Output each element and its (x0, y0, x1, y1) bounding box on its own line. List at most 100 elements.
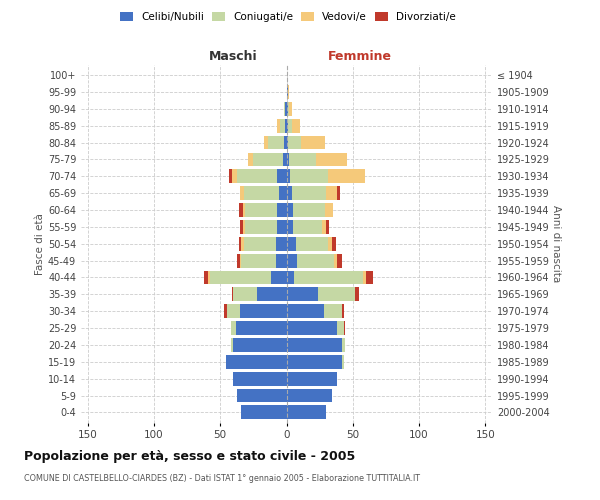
Bar (253, 152, 283, 166)
Bar (287, 254, 297, 268)
Bar (277, 203, 287, 217)
Bar (293, 220, 322, 234)
Bar (236, 321, 287, 335)
Bar (297, 254, 334, 268)
Bar (240, 186, 244, 200)
Bar (287, 406, 326, 419)
Bar (322, 220, 326, 234)
Bar (342, 338, 345, 352)
Text: Femmine: Femmine (328, 50, 391, 64)
Bar (337, 254, 342, 268)
Bar (240, 254, 241, 268)
Bar (239, 237, 241, 250)
Bar (364, 270, 366, 284)
Bar (355, 288, 359, 302)
Bar (292, 119, 300, 132)
Bar (287, 136, 288, 149)
Bar (245, 203, 277, 217)
Bar (287, 270, 295, 284)
Bar (295, 270, 364, 284)
Bar (248, 152, 253, 166)
Bar (325, 203, 333, 217)
Bar (277, 220, 287, 234)
Legend: Celibi/Nubili, Coniugati/e, Vedovi/e, Divorziati/e: Celibi/Nubili, Coniugati/e, Vedovi/e, Di… (116, 8, 460, 26)
Bar (231, 321, 236, 335)
Bar (280, 119, 285, 132)
Bar (268, 136, 284, 149)
Bar (287, 102, 288, 116)
Bar (288, 119, 292, 132)
Bar (287, 355, 342, 368)
Bar (233, 338, 287, 352)
Bar (271, 270, 287, 284)
Bar (243, 203, 245, 217)
Bar (226, 355, 287, 368)
Bar (326, 220, 329, 234)
Bar (342, 355, 344, 368)
Bar (241, 237, 244, 250)
Bar (287, 186, 292, 200)
Bar (239, 203, 243, 217)
Bar (238, 254, 240, 268)
Bar (337, 186, 340, 200)
Bar (243, 220, 245, 234)
Bar (241, 406, 287, 419)
Bar (293, 203, 325, 217)
Bar (278, 186, 287, 200)
Bar (284, 136, 287, 149)
Bar (290, 170, 328, 183)
Bar (332, 237, 335, 250)
Bar (323, 304, 342, 318)
Bar (287, 85, 288, 99)
Bar (232, 170, 238, 183)
Bar (326, 186, 337, 200)
Bar (319, 288, 355, 302)
Bar (238, 170, 277, 183)
Bar (257, 288, 287, 302)
Bar (238, 388, 287, 402)
Bar (296, 237, 328, 250)
Y-axis label: Fasce di età: Fasce di età (35, 213, 45, 274)
Bar (285, 102, 287, 116)
Bar (227, 304, 240, 318)
Bar (232, 288, 233, 302)
Bar (289, 152, 316, 166)
Bar (287, 203, 293, 217)
Bar (240, 220, 243, 234)
Bar (276, 237, 287, 250)
Bar (288, 136, 301, 149)
Bar (276, 254, 287, 268)
Bar (287, 119, 288, 132)
Text: Maschi: Maschi (209, 50, 258, 64)
Bar (344, 321, 345, 335)
Bar (229, 170, 232, 183)
Bar (292, 186, 326, 200)
Bar (287, 304, 323, 318)
Bar (209, 270, 271, 284)
Bar (284, 102, 285, 116)
Bar (287, 338, 342, 352)
Bar (337, 321, 344, 335)
Text: Popolazione per età, sesso e stato civile - 2005: Popolazione per età, sesso e stato civil… (24, 450, 355, 463)
Bar (224, 304, 227, 318)
Bar (277, 119, 280, 132)
Bar (277, 170, 287, 183)
Bar (240, 304, 287, 318)
Bar (244, 237, 276, 250)
Bar (208, 270, 209, 284)
Bar (289, 102, 292, 116)
Bar (245, 220, 277, 234)
Bar (241, 254, 276, 268)
Bar (205, 270, 208, 284)
Bar (285, 119, 287, 132)
Bar (287, 388, 332, 402)
Bar (287, 372, 337, 386)
Bar (233, 372, 287, 386)
Bar (287, 170, 290, 183)
Bar (233, 288, 257, 302)
Bar (301, 136, 325, 149)
Bar (328, 170, 365, 183)
Bar (244, 186, 278, 200)
Bar (316, 152, 347, 166)
Bar (287, 321, 337, 335)
